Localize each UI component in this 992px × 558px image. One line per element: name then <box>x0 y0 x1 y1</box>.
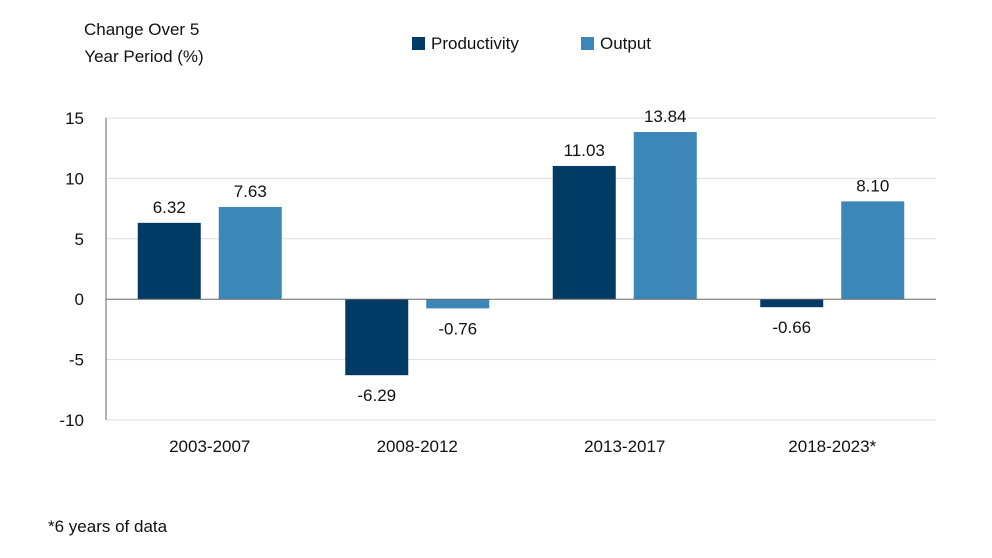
y-tick-label: 10 <box>65 169 84 188</box>
category-label: 2018-2023* <box>788 437 876 456</box>
data-label: -0.76 <box>438 319 477 338</box>
category-labels: 2003-2007 2008-2012 2013-2017 2018-2023* <box>169 437 876 456</box>
bars <box>137 132 905 376</box>
bar-productivity <box>760 299 824 308</box>
category-label: 2013-2017 <box>584 437 665 456</box>
data-label: 11.03 <box>564 141 605 160</box>
footnote: *6 years of data <box>48 517 168 536</box>
category-label: 2008-2012 <box>377 437 458 456</box>
data-label: 6.32 <box>153 198 186 217</box>
y-axis-ticks: 15 10 5 0 -5 -10 <box>59 109 84 430</box>
bar-output <box>218 207 282 300</box>
bar-output <box>426 299 490 309</box>
bar-productivity <box>552 165 616 300</box>
category-label: 2003-2007 <box>169 437 250 456</box>
legend-label-productivity: Productivity <box>431 34 519 53</box>
y-tick-label: 0 <box>75 290 84 309</box>
y-axis-label: Change Over 5 Year Period (%) <box>84 20 204 66</box>
data-label: 8.10 <box>856 176 889 195</box>
legend-label-output: Output <box>600 34 651 53</box>
y-tick-label: -10 <box>59 411 84 430</box>
bar-productivity <box>345 299 409 376</box>
bar-output <box>841 201 905 300</box>
y-tick-label: 15 <box>65 109 84 128</box>
bar-productivity <box>137 222 201 300</box>
y-axis-label-line-1: Change Over 5 <box>84 20 199 39</box>
data-labels: 6.32 7.63 -6.29 -0.76 11.03 13.84 -0.66 8.10 <box>153 107 890 405</box>
bar-output <box>633 132 697 300</box>
data-label: 7.63 <box>234 182 267 201</box>
data-label: -0.66 <box>772 318 811 337</box>
data-label: 13.84 <box>644 107 687 126</box>
y-tick-label: -5 <box>69 351 84 370</box>
y-axis-label-line-2: Year Period (%) <box>84 47 203 66</box>
legend: Productivity Output <box>412 34 651 53</box>
data-label: -6.29 <box>357 386 396 405</box>
legend-swatch-productivity <box>412 37 425 50</box>
legend-swatch-output <box>581 37 594 50</box>
y-tick-label: 5 <box>75 230 84 249</box>
